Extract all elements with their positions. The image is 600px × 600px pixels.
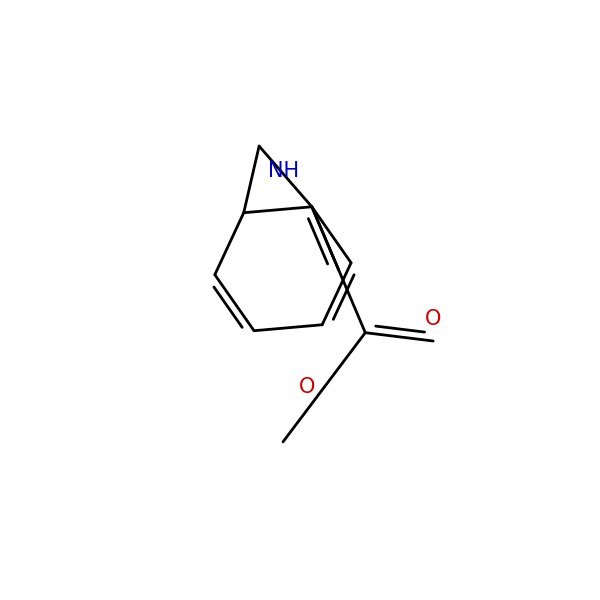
Text: O: O: [299, 377, 315, 397]
Text: O: O: [425, 309, 442, 329]
Text: NH: NH: [268, 161, 299, 181]
